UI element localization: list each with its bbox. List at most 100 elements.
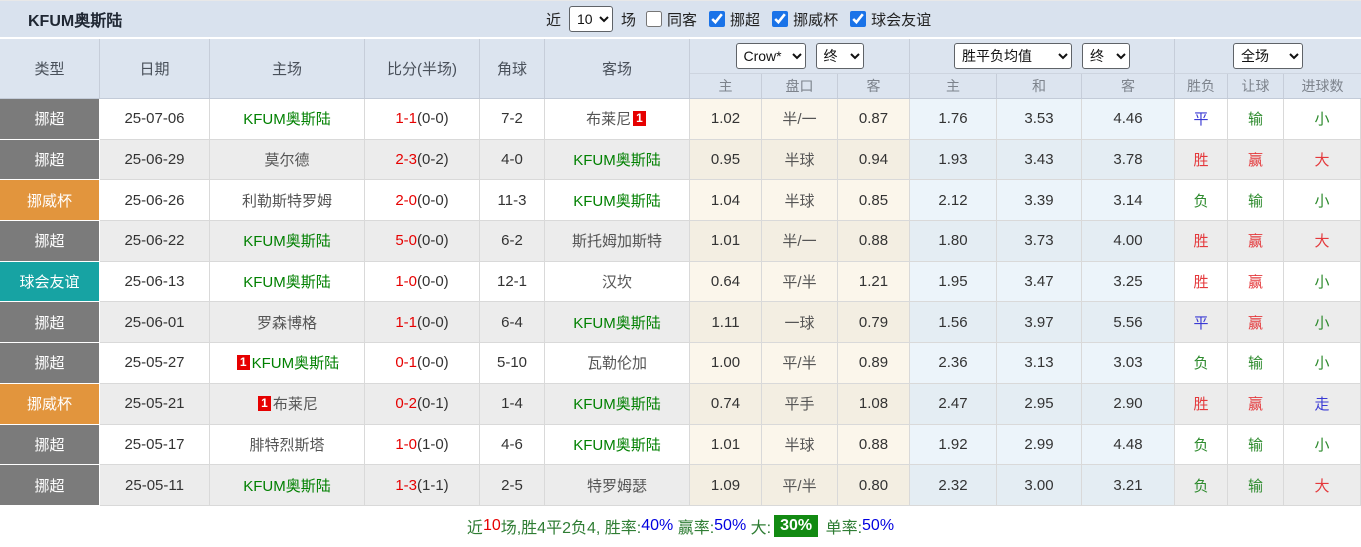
score-fulltime: 1-3 (395, 476, 417, 494)
avg-away-cell: 3.21 (1082, 465, 1175, 506)
odds-away-cell: 0.80 (838, 465, 910, 506)
score-halftime: (0-0) (417, 110, 449, 128)
goals-result-cell: 小 (1284, 180, 1361, 222)
team-name[interactable]: KFUM奥斯陆 (243, 477, 331, 495)
team-name[interactable]: 布莱尼 (586, 111, 632, 129)
goals-result-cell: 小 (1284, 343, 1361, 384)
col-header-away: 客场 (545, 39, 690, 98)
handicap-result-cell: 输 (1228, 343, 1284, 384)
scope-select[interactable]: 全场 (1233, 43, 1303, 69)
avg-draw-cell: 3.53 (997, 99, 1082, 140)
handicap-result-cell: 赢 (1228, 261, 1284, 303)
team-name[interactable]: 汉坎 (601, 274, 632, 292)
table-header: 类型 日期 主场 比分(半场) 角球 客场 Crow* 终 胜平负均值 (0, 39, 1361, 99)
odds-away-cell: 0.85 (838, 180, 910, 222)
result-cell: 胜 (1175, 139, 1228, 181)
league-checkbox-2[interactable] (850, 11, 867, 27)
recent-count-select[interactable]: 10 (569, 6, 614, 32)
team-name[interactable]: KFUM奥斯陆 (573, 152, 661, 170)
avg-stage-select[interactable]: 终 (1082, 43, 1130, 69)
title-bar: KFUM奥斯陆 近 10 场 同客 挪超 挪威杯 球会友谊 (0, 1, 1361, 39)
team-name[interactable]: 瓦勒伦加 (586, 355, 647, 373)
away-team-cell: KFUM奥斯陆 (545, 180, 690, 222)
odds-away-cell: 0.79 (838, 302, 910, 344)
header-sub-row: 主 盘口 客 主 和 客 胜负 让球 进球数 (690, 74, 1361, 98)
avg-away-cell: 2.90 (1082, 383, 1175, 425)
table-row: 挪威杯 25-06-26 利勒斯特罗姆 2-0 (0-0) 11-3 KFUM奥斯… (0, 180, 1361, 222)
score-fulltime: 1-0 (395, 435, 417, 453)
avg-away-cell: 4.48 (1082, 424, 1175, 466)
score-cell: 5-0 (0-0) (365, 221, 480, 262)
avg-select[interactable]: 胜平负均值 (954, 43, 1072, 69)
avg-away-cell: 4.46 (1082, 99, 1175, 140)
avg-draw-cell: 3.39 (997, 180, 1082, 222)
team-name[interactable]: 利勒斯特罗姆 (241, 192, 332, 210)
odds-away-cell: 0.88 (838, 221, 910, 262)
team-name[interactable]: KFUM奥斯陆 (243, 274, 331, 292)
home-team-cell: 1 布莱尼 (210, 383, 365, 425)
goals-result-cell: 大 (1284, 139, 1361, 181)
team-name[interactable]: KFUM奥斯陆 (573, 192, 661, 210)
table-body: 挪超 25-07-06 KFUM奥斯陆 1-1 (0-0) 7-2 布莱尼 1 1.… (0, 99, 1361, 506)
odds-select-group: Crow* 终 (690, 39, 910, 73)
away-team-cell: 斯托姆加斯特 (545, 221, 690, 262)
result-cell: 平 (1175, 302, 1228, 344)
same-away-checkbox[interactable] (646, 11, 663, 27)
recent-label: 近 (546, 11, 562, 29)
match-type-badge: 球会友谊 (0, 261, 100, 303)
odds-away-cell: 0.89 (838, 343, 910, 384)
table-row: 挪超 25-06-22 KFUM奥斯陆 5-0 (0-0) 6-2 斯托姆加斯特 … (0, 221, 1361, 262)
team-name[interactable]: KFUM奥斯陆 (573, 436, 661, 454)
team-name[interactable]: 布莱尼 (272, 396, 318, 414)
league-checkbox-1[interactable] (772, 11, 789, 27)
league-checkbox-0[interactable] (709, 11, 726, 27)
avg-away-cell: 3.78 (1082, 139, 1175, 181)
avg-draw-cell: 3.97 (997, 302, 1082, 344)
team-name[interactable]: KFUM奥斯陆 (573, 314, 661, 332)
odds-away-cell: 1.08 (838, 383, 910, 425)
team-name[interactable]: KFUM奥斯陆 (251, 355, 340, 373)
filter-bar: 近 10 场 同客 挪超 挪威杯 球会友谊 (546, 1, 933, 37)
score-halftime: (0-0) (417, 232, 449, 250)
rank-badge: 1 (633, 111, 646, 127)
team-name[interactable]: KFUM奥斯陆 (243, 233, 331, 251)
handicap-cell: 半球 (762, 180, 838, 222)
odds-provider-select[interactable]: Crow* (735, 43, 806, 69)
team-name[interactable]: KFUM奥斯陆 (573, 396, 661, 414)
score-fulltime: 1-1 (395, 313, 417, 331)
match-type-badge: 挪超 (0, 139, 100, 181)
home-team-cell: 1 KFUM奥斯陆 (210, 343, 365, 384)
team-name[interactable]: 罗森博格 (256, 314, 317, 332)
result-cell: 胜 (1175, 383, 1228, 425)
away-team-cell: 汉坎 (545, 261, 690, 303)
table-row: 挪超 25-06-29 莫尔德 2-3 (0-2) 4-0 KFUM奥斯陆 0.9… (0, 139, 1361, 181)
handicap-cell: 平/半 (762, 465, 838, 506)
summary-footer: 近 10 场,胜4平2负4, 胜率: 40% 赢率: 50% 大: 30% 单率… (0, 505, 1361, 546)
team-name[interactable]: 特罗姆瑟 (586, 477, 647, 495)
sub-col-result: 胜负 (1175, 74, 1228, 98)
score-cell: 1-1 (0-0) (365, 302, 480, 344)
result-cell: 负 (1175, 180, 1228, 222)
match-type-badge: 挪超 (0, 221, 100, 262)
odds-home-cell: 0.64 (690, 261, 762, 303)
summary-recent: 近 (466, 519, 483, 537)
avg-draw-cell: 3.47 (997, 261, 1082, 303)
away-team-cell: 瓦勒伦加 (545, 343, 690, 384)
team-name[interactable]: 莫尔德 (264, 152, 310, 170)
team-name[interactable]: KFUM奥斯陆 (243, 111, 331, 129)
odds-away-cell: 0.87 (838, 99, 910, 140)
match-date: 25-06-29 (100, 139, 210, 181)
team-name[interactable]: 斯托姆加斯特 (571, 233, 662, 251)
match-date: 25-06-01 (100, 302, 210, 344)
league-label-1: 挪威杯 (793, 11, 839, 29)
match-date: 25-06-22 (100, 221, 210, 262)
avg-draw-cell: 3.73 (997, 221, 1082, 262)
home-team-cell: 腓特烈斯塔 (210, 424, 365, 466)
home-team-cell: 罗森博格 (210, 302, 365, 344)
result-cell: 负 (1175, 343, 1228, 384)
avg-select-group: 胜平负均值 终 (910, 39, 1175, 73)
odds-stage-select[interactable]: 终 (815, 43, 864, 69)
home-team-cell: KFUM奥斯陆 (210, 465, 365, 506)
corner-cell: 4-0 (480, 139, 545, 181)
team-name[interactable]: 腓特烈斯塔 (249, 436, 325, 454)
